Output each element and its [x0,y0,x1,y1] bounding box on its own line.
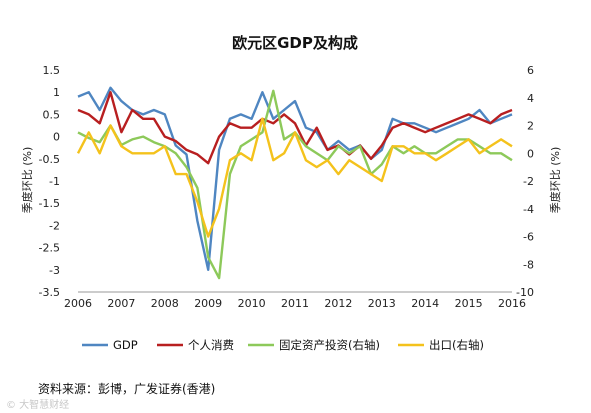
right-tick-label: -4 [523,203,534,216]
left-tick-label: -1.5 [39,197,60,210]
left-tick-label: 0 [53,131,60,144]
legend-label-3: 固定资产投资(右轴) [279,338,380,352]
left-tick-label: -2 [49,219,60,232]
left-tick-label: 1.5 [43,64,61,77]
legend: GDP 个人消费 固定资产投资(右轴) 出口(右轴) [82,338,484,352]
left-tick-label: 1 [53,86,60,99]
x-tick-label: 2016 [498,297,526,310]
right-tick-label: 2 [527,120,534,133]
x-tick-label: 2007 [107,297,135,310]
right-tick-label: -10 [516,286,534,299]
series-line-1 [77,86,513,271]
left-tick-label: -3 [49,264,60,277]
x-tick-label: 2013 [368,297,396,310]
left-tick-label: -0.5 [39,153,60,166]
legend-label-4: 出口(右轴) [429,338,484,352]
x-tick-label: 2006 [64,297,92,310]
right-tick-label: 0 [527,147,534,160]
x-tick-label: 2011 [281,297,309,310]
right-tick-label: 4 [527,92,534,105]
series-line-4 [76,117,513,238]
x-tick-label: 2008 [151,297,179,310]
right-tick-label: -8 [523,258,534,271]
watermark: © 大智慧财经 [6,400,70,411]
left-axis-label: 季度环比 (%) [20,147,34,214]
left-tick-label: -1 [49,175,60,188]
left-tick-label: 0.5 [43,108,61,121]
right-tick-label: 6 [527,64,534,77]
x-tick-label: 2009 [194,297,222,310]
right-axis-ticks: 6 4 2 0 -2 -4 -6 -8 -10 [516,64,534,299]
right-tick-label: -2 [523,175,534,188]
left-tick-label: -2.5 [39,242,60,255]
left-axis-ticks: 1.5 1 0.5 0 -0.5 -1 -1.5 -2 -2.5 -3 -3.5 [39,64,60,299]
legend-label-2: 个人消费 [188,338,234,352]
right-tick-label: -6 [523,231,534,244]
x-axis-ticks: 2006 2007 2008 2009 2010 2011 2012 2013 2014 2015… [64,297,526,310]
source-note: 资料来源：彭博，广发证券(香港) [38,382,216,396]
left-tick-label: -3.5 [39,286,60,299]
right-axis-label: 季度环比 (%) [548,147,562,214]
x-tick-label: 2010 [238,297,266,310]
series-lines [76,86,513,280]
legend-label-1: GDP [113,338,138,352]
series-line-2 [77,90,513,165]
x-tick-label: 2012 [324,297,352,310]
chart-title: 欧元区GDP及构成 [232,34,358,52]
x-tick-label: 2014 [411,297,439,310]
x-tick-label: 2015 [455,297,483,310]
